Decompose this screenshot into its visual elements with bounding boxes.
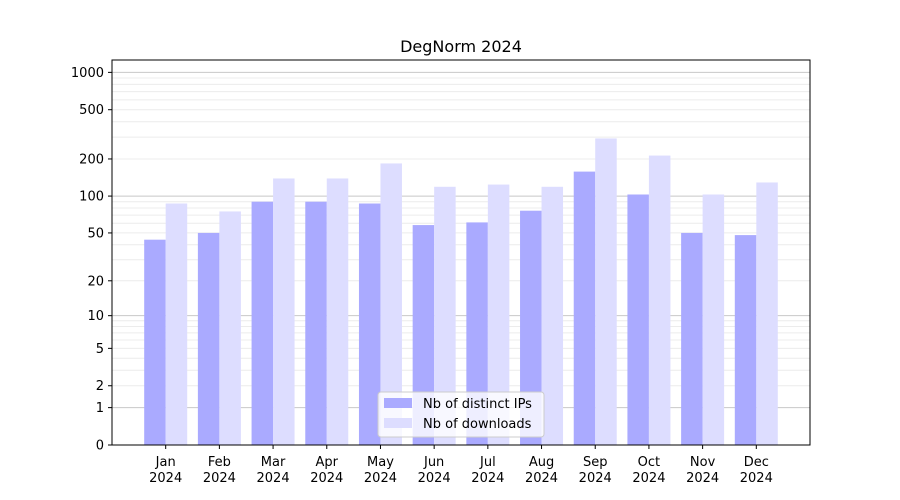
- bar-downloads: [434, 186, 456, 445]
- bar-downloads: [595, 138, 617, 445]
- bar-distinct-ips: [734, 235, 757, 445]
- x-tick-label: Jul 2024: [471, 455, 504, 486]
- y-tick-label: 50: [87, 226, 104, 241]
- x-tick-label: Aug 2024: [525, 455, 558, 486]
- legend-box: [377, 391, 545, 438]
- bar-downloads: [756, 182, 778, 445]
- bar-distinct-ips: [305, 201, 327, 445]
- y-tick-label: 100: [79, 190, 104, 205]
- x-tick-label: Feb 2024: [203, 455, 236, 486]
- bar-distinct-ips: [412, 225, 435, 445]
- bar-downloads: [326, 178, 349, 445]
- bar-distinct-ips: [251, 201, 274, 445]
- bar-distinct-ips: [627, 194, 649, 445]
- bar-distinct-ips: [358, 203, 381, 445]
- legend-label: Nb of distinct IPs: [423, 397, 532, 412]
- y-tick-label: 200: [79, 152, 104, 167]
- bar-downloads: [273, 178, 295, 445]
- bar-distinct-ips: [573, 171, 596, 445]
- bar-downloads: [165, 203, 188, 445]
- bar-distinct-ips: [197, 232, 220, 445]
- x-tick-label: Jun 2024: [418, 455, 451, 486]
- x-tick-label: Nov 2024: [686, 455, 719, 486]
- bar-downloads: [487, 184, 510, 445]
- x-tick-label: May 2024: [364, 455, 397, 486]
- bar-downloads: [541, 186, 564, 445]
- legend-swatch: [384, 398, 412, 408]
- x-tick-label: Jan 2024: [149, 455, 182, 486]
- plot-frame: [111, 59, 811, 446]
- bar-downloads: [219, 211, 241, 445]
- y-tick-label: 5: [96, 342, 104, 357]
- bar-distinct-ips: [466, 222, 488, 445]
- bar-downloads: [648, 155, 671, 445]
- y-tick-label: 10: [87, 309, 104, 324]
- x-tick-label: Oct 2024: [632, 455, 665, 486]
- y-tick-label: 1: [96, 401, 104, 416]
- bar-downloads: [380, 163, 402, 445]
- bar-downloads: [702, 194, 725, 445]
- y-tick-label: 1000: [71, 66, 104, 81]
- x-tick-label: Apr 2024: [310, 455, 343, 486]
- y-tick-label: 20: [87, 274, 104, 289]
- legend-swatch: [384, 418, 412, 428]
- x-tick-label: Mar 2024: [257, 455, 290, 486]
- x-tick-label: Dec 2024: [740, 455, 773, 486]
- bar-distinct-ips: [520, 210, 542, 445]
- y-tick-label: 2: [96, 379, 104, 394]
- bar-distinct-ips: [681, 232, 703, 445]
- y-tick-label: 0: [96, 439, 104, 454]
- legend: Nb of distinct IPs Nb of downloads: [377, 391, 545, 438]
- bar-distinct-ips: [144, 239, 166, 445]
- legend-label: Nb of downloads: [423, 417, 532, 432]
- y-tick-label: 500: [79, 103, 104, 118]
- x-tick-label: Sep 2024: [579, 455, 612, 486]
- chart-title: DegNorm 2024: [400, 37, 522, 56]
